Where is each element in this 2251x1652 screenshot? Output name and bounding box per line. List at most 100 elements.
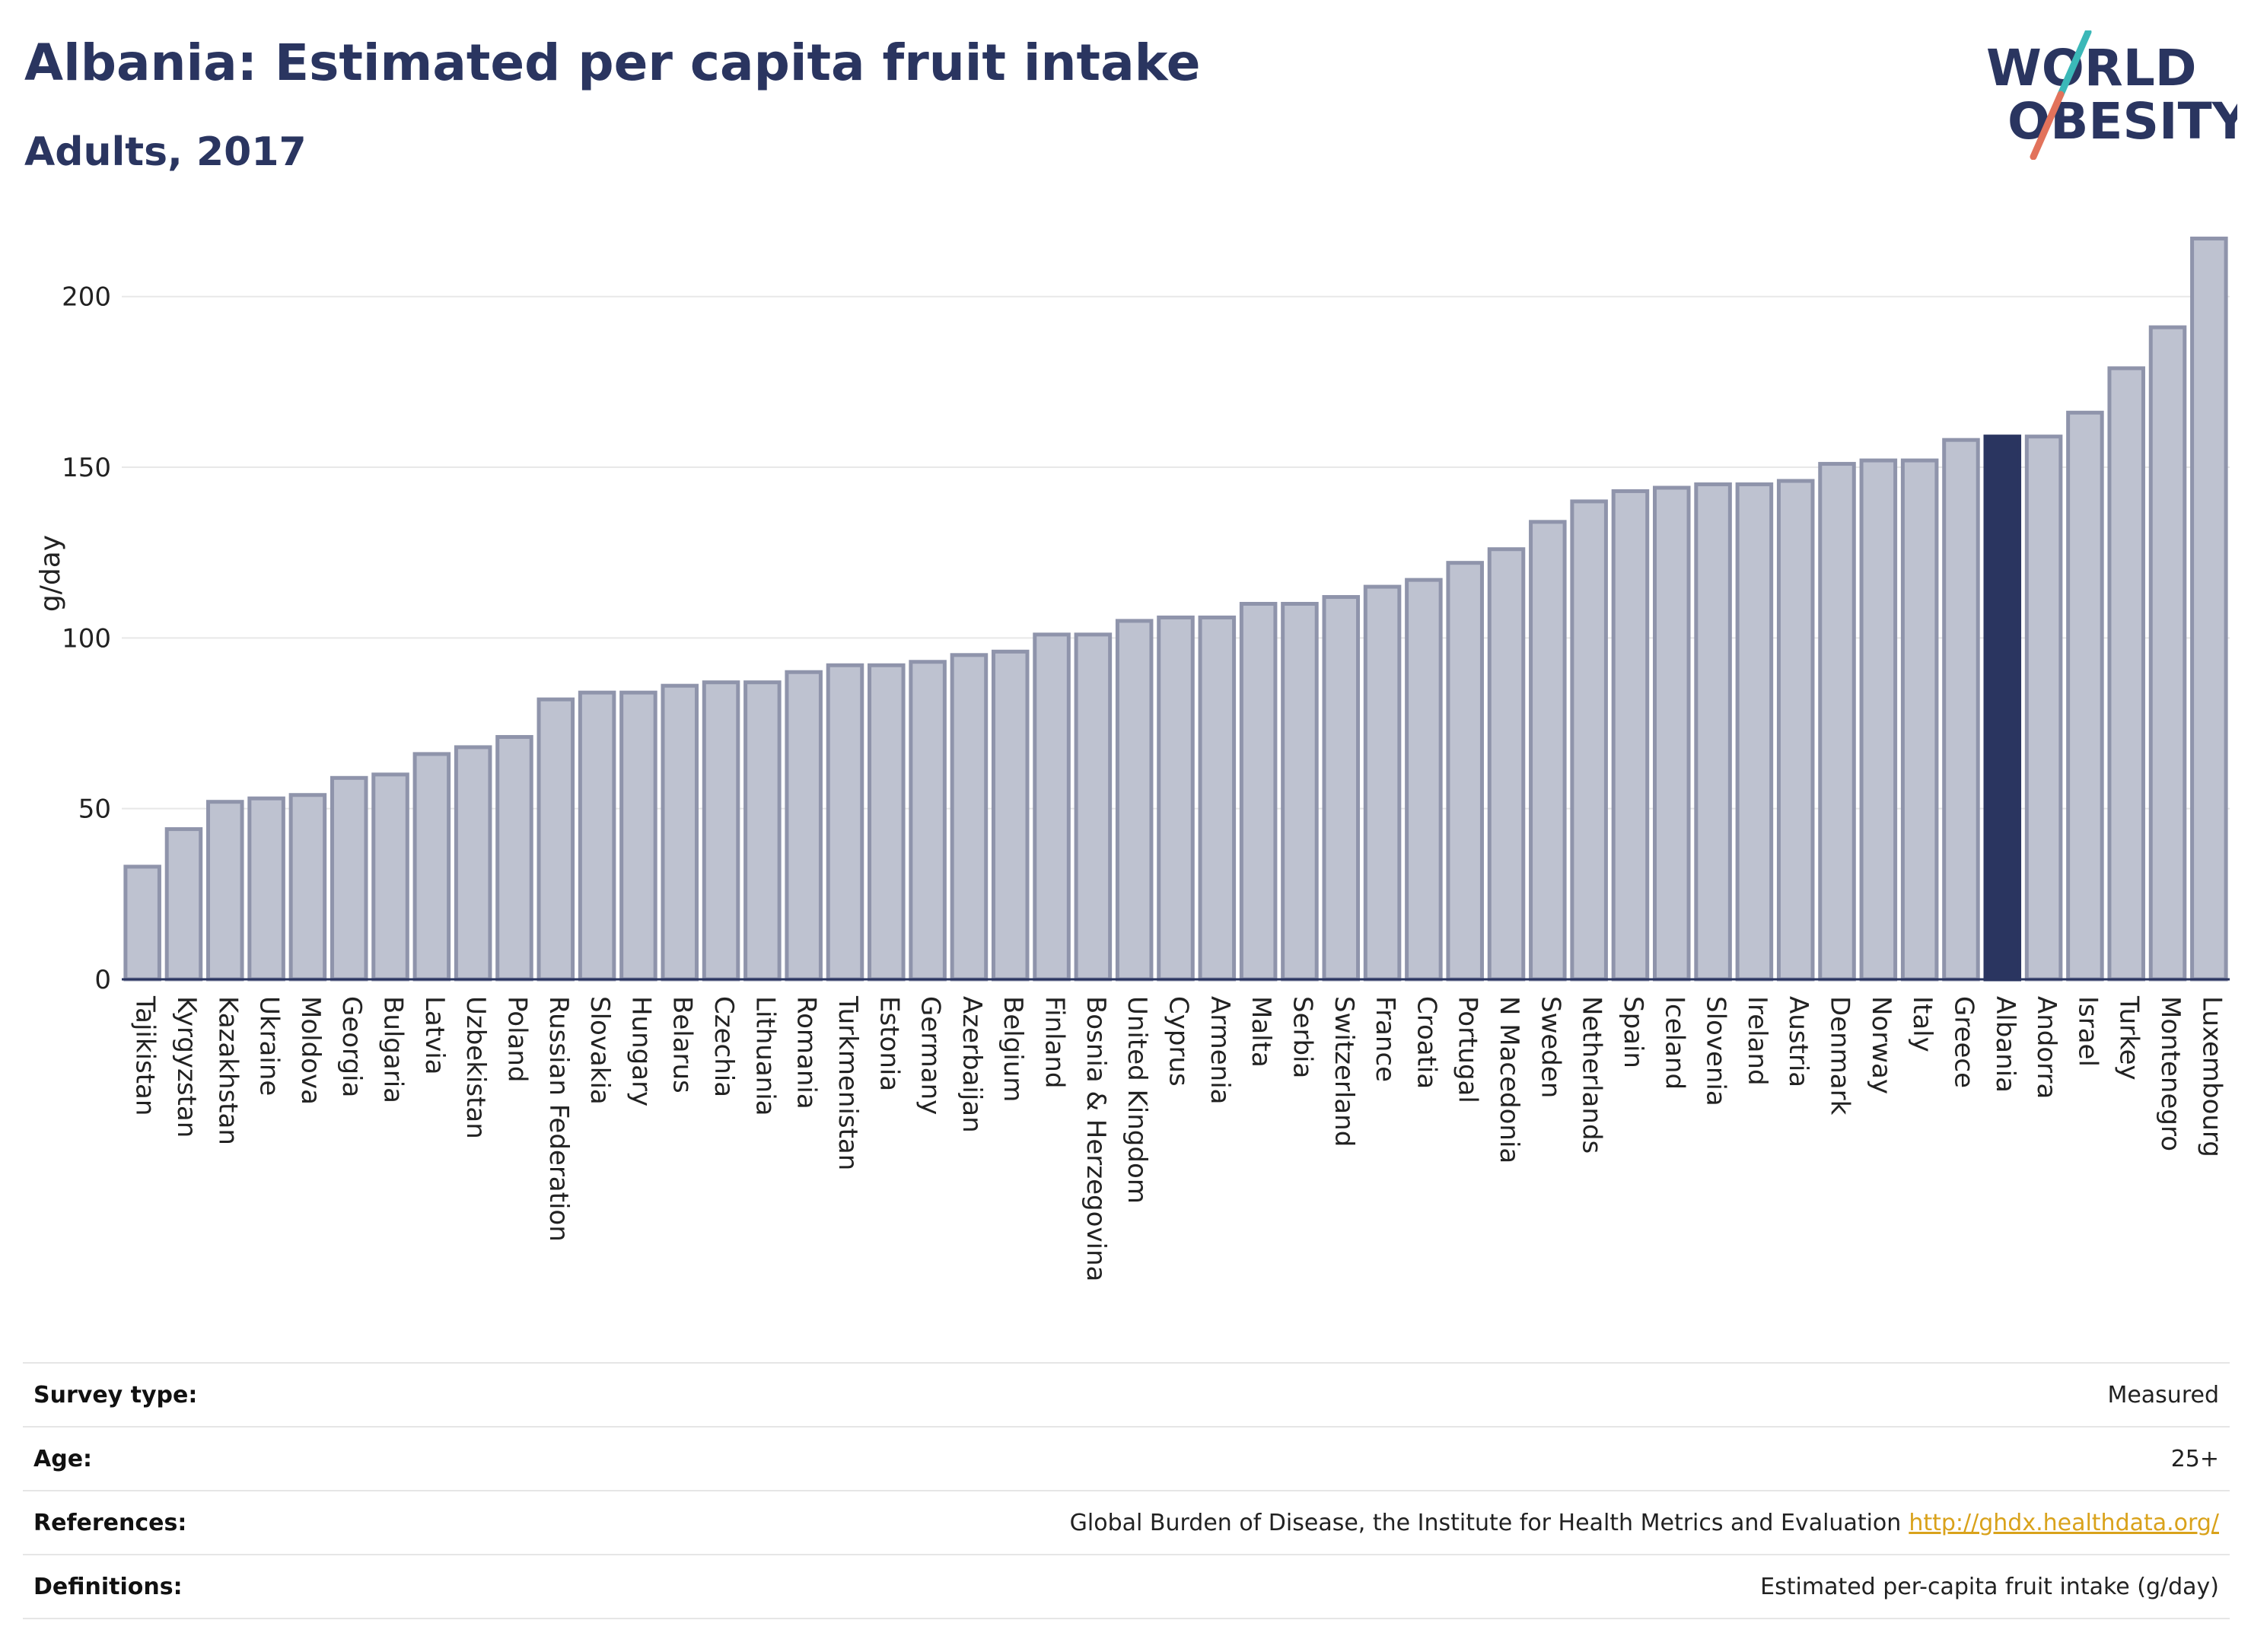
bar-serbia [1281,602,1319,982]
info-row: Age: 25+ [23,1426,2230,1490]
bar-bulgaria [371,772,409,982]
info-key: Definitions: [33,1573,183,1600]
y-tick-label: 0 [94,965,111,995]
bar-italy [1900,458,1939,982]
x-tick-label: Malta [1246,996,1276,1068]
bar-belgium [991,649,1030,982]
bar-norway [1859,458,1898,982]
x-tick-label: Turkmenistan [833,995,863,1170]
bar-estonia [868,663,906,982]
x-tick-label: Italy [1907,996,1937,1052]
x-tick-label: Azerbaijan [957,996,987,1133]
x-tick-label: Germany [915,996,946,1115]
bar-austria [1776,479,1815,982]
x-tick-label: Turkey [2114,995,2144,1081]
x-tick-label: Portugal [1453,996,1483,1103]
x-tick-label: Greece [1948,996,1979,1088]
x-tick-label: Armenia [1205,996,1235,1105]
bar-turkey [2107,366,2145,982]
bar-poland [495,734,533,982]
y-tick-label: 150 [62,453,111,483]
logo-line1: WORLD [1986,39,2197,97]
bar-cyprus [1157,615,1195,982]
info-value: Measured [2107,1382,2219,1408]
x-tick-label: Lithuania [750,996,780,1116]
bar-lithuania [743,680,782,982]
bar-uzbekistan [454,745,492,982]
bar-latvia [412,752,451,982]
bar-chart: 0 50 100 150 200 g/day Tajikistan Kyrgyzstan Kaz… [35,236,2230,1281]
logo-slash-teal [2057,30,2092,98]
bar-sweden [1529,520,1567,982]
info-row: Definitions: Estimated per-capita fruit i… [23,1554,2230,1619]
bar-belarus [661,683,699,982]
world-obesity-logo: WORLD OBESITY [1986,30,2237,160]
info-value-text: Estimated per-capita fruit intake (g/day… [1760,1573,2219,1600]
x-tick-label: Slovenia [1701,996,1731,1106]
info-key: Age: [33,1445,93,1472]
info-value: 25+ [2171,1446,2219,1472]
bar-germany [909,660,947,982]
reference-link[interactable]: http://ghdx.healthdata.org/ [1909,1509,2219,1536]
x-tick-label: Russian Federation [543,996,574,1242]
bar-luxembourg [2190,236,2228,982]
x-tick-label: Croatia [1411,996,1441,1089]
bar-moldova [288,793,327,982]
x-tick-label: Bosnia & Herzegovina [1081,996,1111,1281]
y-tick-label: 50 [78,794,111,825]
bar-israel [2066,410,2104,982]
x-tick-label: Slovakia [584,996,615,1105]
bar-switzerland [1322,595,1361,982]
x-tick-label: Switzerland [1329,996,1359,1147]
x-tick-label: Ukraine [254,996,285,1096]
bar-ireland [1735,482,1774,982]
x-tick-label: Andorra [2031,996,2062,1099]
x-tick-label: Israel [2072,996,2103,1067]
x-tick-label: Estonia [874,996,904,1091]
bar-albania [1983,434,2022,982]
info-value: Estimated per-capita fruit intake (g/day… [1760,1574,2219,1600]
bar-n-macedonia [1487,547,1526,982]
bar-russian-federation [536,697,575,982]
bar-denmark [1818,462,1856,982]
info-key: Survey type: [33,1381,198,1408]
y-axis-label: g/day [35,535,66,612]
bar-iceland [1652,485,1691,982]
info-value-text: 25+ [2170,1445,2219,1472]
y-tick-label: 100 [62,623,111,654]
bar-tajikistan [123,864,161,982]
x-tick-label: Serbia [1287,996,1317,1078]
x-tick-label: Belarus [667,996,698,1093]
info-value-text: Measured [2107,1381,2219,1408]
bar-kyrgyzstan [164,827,203,982]
bar-netherlands [1570,499,1608,982]
bar-malta [1239,602,1278,982]
bar-czechia [702,680,740,982]
x-tick-label: Netherlands [1577,996,1607,1154]
info-row: References: Global Burden of Disease, the… [23,1490,2230,1554]
x-tick-label: Sweden [1535,996,1565,1098]
x-tick-label: Kyrgyzstan [171,996,202,1138]
x-tick-label: Hungary [626,996,656,1106]
info-row: Survey type: Measured [23,1362,2230,1426]
x-tick-label: Iceland [1659,996,1689,1090]
x-tick-label: Latvia [419,996,450,1075]
info-value: Global Burden of Disease, the Institute … [1070,1510,2219,1536]
bar-bosnia-herzegovina [1074,632,1113,982]
x-tick-label: Kazakhstan [212,996,243,1145]
x-tick-label: Denmark [1825,996,1855,1116]
bar-kazakhstan [206,800,244,982]
x-tick-label: Moldova [295,996,326,1105]
logo-slash-red [2030,91,2065,160]
x-tick-label: Austria [1783,996,1813,1087]
bar-united-kingdom [1115,619,1154,982]
bar-spain [1611,489,1650,982]
bar-finland [1033,632,1071,982]
bar-romania [785,670,823,982]
x-tick-label: Albania [1990,996,2020,1093]
x-tick-label: Romania [791,996,822,1109]
info-value-text: Global Burden of Disease, the Institute … [1069,1509,1902,1536]
x-tick-label: Poland [501,996,532,1083]
chart-subtitle: Adults, 2017 [24,129,307,175]
bar-andorra [2024,434,2063,982]
